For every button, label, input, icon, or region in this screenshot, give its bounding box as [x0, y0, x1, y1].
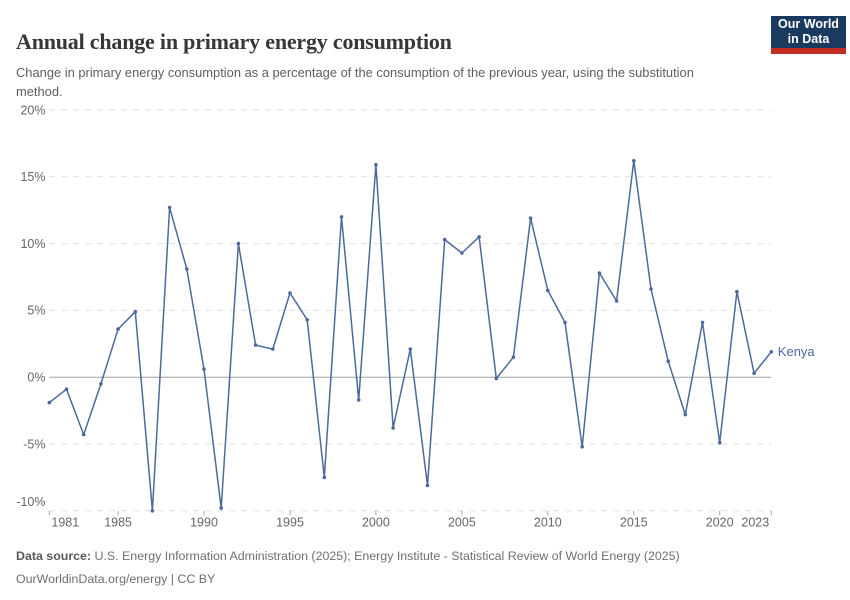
data-point[interactable]	[202, 367, 206, 372]
chart-footer: Data source: U.S. Energy Information Adm…	[16, 545, 836, 591]
data-point[interactable]	[271, 347, 275, 351]
y-tick-label: 10%	[20, 237, 45, 251]
data-point[interactable]	[425, 483, 430, 488]
license-link[interactable]: OurWorldinData.org/energy | CC BY	[16, 572, 216, 586]
data-source-line: Data source: U.S. Energy Information Adm…	[16, 545, 836, 568]
x-tick-label: 2000	[362, 516, 390, 530]
chart-canvas[interactable]: -10% -5% 0% 5% 10% 15% 20% 1981 1985 1990 1995 2000…	[0, 100, 850, 540]
data-point[interactable]	[511, 355, 516, 359]
series-line-kenya[interactable]	[48, 160, 773, 512]
x-tick-label: 1995	[276, 516, 304, 530]
data-point[interactable]	[580, 444, 584, 449]
data-point[interactable]	[735, 289, 739, 294]
y-tick-label: 5%	[27, 304, 45, 318]
data-point[interactable]	[717, 440, 722, 445]
data-source-label: Data source:	[16, 549, 92, 563]
y-tick-label: 0%	[27, 371, 45, 385]
data-point[interactable]	[339, 215, 344, 219]
data-point[interactable]	[167, 205, 172, 210]
data-point[interactable]	[374, 163, 378, 167]
chart-area[interactable]: -10% -5% 0% 5% 10% 15% 20% 1981 1985 1990 1995 2000…	[0, 100, 850, 540]
data-point[interactable]	[442, 237, 447, 242]
owid-logo[interactable]: Our World in Data	[771, 16, 846, 54]
data-point[interactable]	[322, 475, 327, 480]
data-point[interactable]	[614, 299, 619, 303]
x-tick-label: 1990	[190, 516, 218, 530]
data-point[interactable]	[47, 400, 52, 405]
x-tick-label: 2005	[448, 516, 476, 530]
data-point[interactable]	[81, 432, 86, 437]
data-point[interactable]	[477, 235, 481, 239]
data-point[interactable]	[649, 287, 653, 291]
owid-logo-line1: Our World	[778, 17, 839, 31]
data-point[interactable]	[494, 376, 499, 381]
data-point[interactable]	[391, 426, 395, 430]
data-point[interactable]	[546, 288, 550, 293]
data-point[interactable]	[236, 241, 241, 246]
data-point[interactable]	[528, 216, 533, 220]
y-tick-label: -10%	[16, 495, 45, 509]
x-tick-label: 2020	[706, 516, 734, 530]
y-tick-label: -5%	[23, 437, 45, 451]
data-point[interactable]	[597, 271, 602, 275]
owid-logo-line2: in Data	[787, 32, 830, 46]
data-point[interactable]	[253, 343, 258, 347]
data-point[interactable]	[632, 159, 636, 163]
data-point[interactable]	[133, 309, 138, 314]
data-point[interactable]	[700, 320, 705, 325]
data-point[interactable]	[150, 509, 155, 513]
data-point[interactable]	[116, 327, 120, 331]
data-point[interactable]	[64, 387, 69, 392]
entity-label-kenya[interactable]: Kenya	[778, 344, 816, 359]
data-point[interactable]	[288, 291, 292, 295]
x-tick-label: 1985	[104, 516, 132, 530]
data-point[interactable]	[769, 350, 774, 354]
x-tick-label: 2010	[534, 516, 562, 530]
data-point[interactable]	[683, 412, 688, 417]
x-tick-label: 2015	[620, 516, 648, 530]
data-point[interactable]	[185, 267, 189, 271]
data-point[interactable]	[666, 359, 670, 364]
chart-title: Annual change in primary energy consumpt…	[16, 28, 452, 54]
data-point[interactable]	[752, 371, 756, 376]
data-point[interactable]	[460, 251, 464, 255]
x-tick-label: 1981	[51, 516, 79, 530]
x-tick-label: 2023	[741, 516, 769, 530]
data-point[interactable]	[356, 398, 361, 402]
data-point[interactable]	[563, 320, 567, 325]
data-point[interactable]	[99, 382, 103, 386]
data-point[interactable]	[305, 318, 310, 322]
data-point[interactable]	[408, 347, 413, 351]
data-source-text: U.S. Energy Information Administration (…	[91, 549, 680, 563]
y-tick-label: 20%	[20, 103, 45, 117]
chart-subtitle: Change in primary energy consumption as …	[16, 64, 694, 99]
data-point[interactable]	[219, 506, 223, 510]
y-tick-label: 15%	[20, 170, 45, 184]
